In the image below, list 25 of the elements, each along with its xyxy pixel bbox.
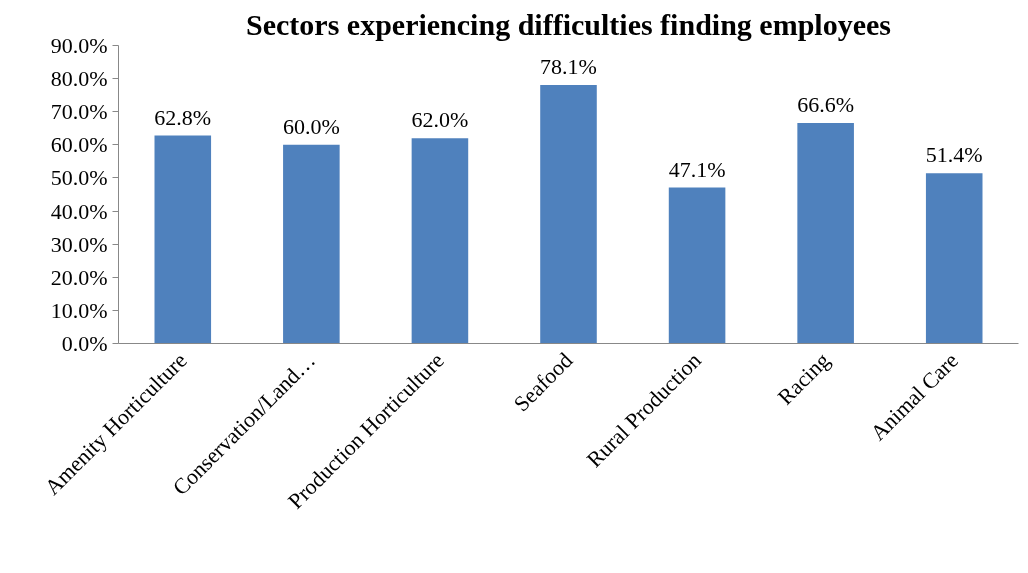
data-label: 66.6% xyxy=(797,91,855,117)
data-label: 62.0% xyxy=(411,107,469,133)
y-tick-label: 0.0% xyxy=(61,331,108,356)
data-label: 78.1% xyxy=(540,53,597,79)
data-label: 62.8% xyxy=(154,104,212,130)
chart-title: Sectors experiencing difficulties finding employees xyxy=(246,7,891,41)
y-tick-label: 10.0% xyxy=(50,297,108,323)
y-tick-label: 90.0% xyxy=(50,33,108,58)
y-tick-label: 40.0% xyxy=(50,198,108,224)
bar xyxy=(411,138,469,344)
bar xyxy=(925,173,983,344)
data-label: 60.0% xyxy=(282,113,340,139)
y-tick-label: 30.0% xyxy=(50,231,108,257)
y-tick-label: 70.0% xyxy=(50,99,108,125)
y-tick-label: 60.0% xyxy=(50,132,108,158)
y-tick-label: 20.0% xyxy=(50,264,108,290)
y-tick-label: 50.0% xyxy=(50,165,108,191)
data-label: 47.1% xyxy=(668,156,726,182)
bar xyxy=(540,84,597,344)
y-tick-label: 80.0% xyxy=(50,66,108,92)
bar xyxy=(668,187,726,344)
bar xyxy=(154,135,212,344)
data-label: 51.4% xyxy=(925,142,983,168)
bar xyxy=(797,122,854,344)
bar xyxy=(283,144,340,344)
